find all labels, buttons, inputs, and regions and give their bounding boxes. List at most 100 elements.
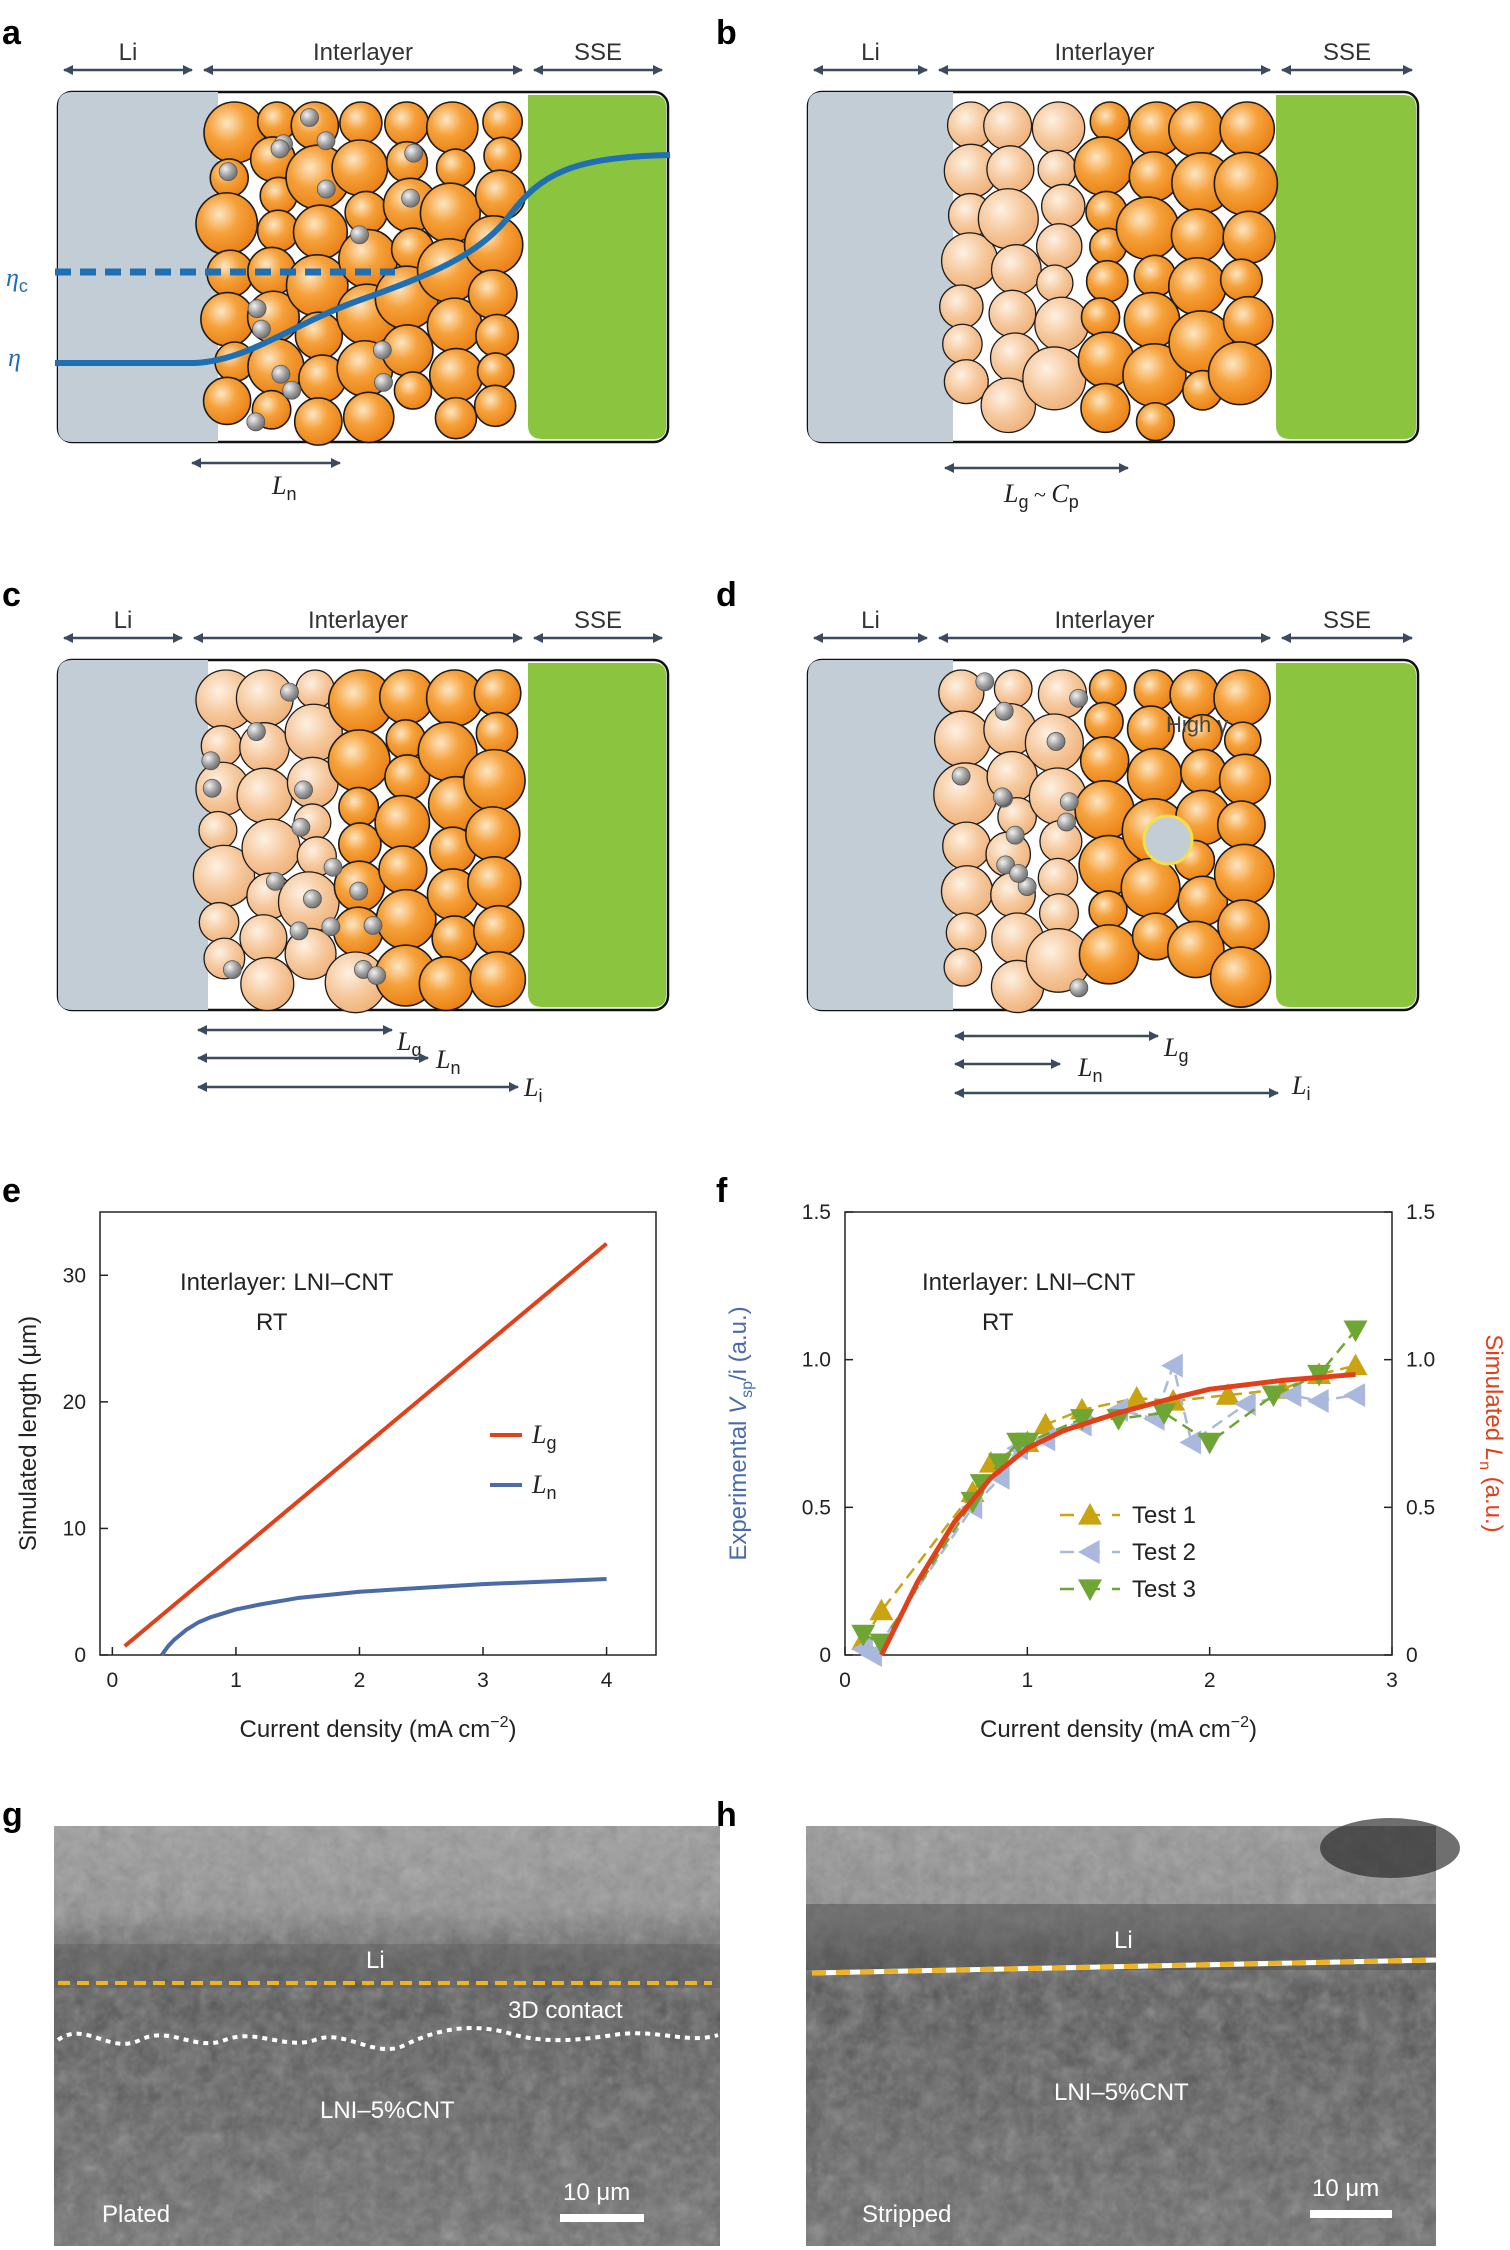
x-tick-label: 1	[1021, 1669, 1033, 1692]
data-point-marker	[1070, 1409, 1095, 1431]
interlayer-particle	[339, 101, 383, 145]
interlayer-particle	[1217, 899, 1270, 952]
y-axis-label: Simulated length (μm)	[15, 1316, 42, 1551]
header-label-interlayer: Interlayer	[308, 607, 408, 634]
y-tick-label-right: 1.0	[1406, 1349, 1435, 1372]
interlayer-particle	[236, 767, 293, 824]
carbon-nanotube-spot	[271, 364, 291, 384]
interlayer-particle	[945, 912, 987, 954]
interlayer-particle	[943, 359, 989, 405]
interlayer-particle	[1040, 183, 1086, 229]
interlayer-particle	[293, 397, 343, 446]
interlayer-particle	[933, 710, 992, 768]
interlayer-particle	[434, 396, 478, 440]
carbon-nanotube-spot	[367, 966, 387, 985]
y-axis-label-right: Simulated Ln (a.u.)	[1476, 1334, 1507, 1532]
interlayer-particle	[977, 188, 1039, 250]
y-tick-label: 30	[63, 1264, 86, 1287]
annotation-interlayer: Interlayer: LNI–CNT	[922, 1269, 1136, 1296]
y-tick-label-right: 0.5	[1406, 1496, 1435, 1519]
panel-label-a: a	[2, 14, 22, 52]
x-tick-label: 3	[477, 1669, 489, 1692]
lg-label-c: Lg	[396, 1027, 421, 1060]
header-label-li: Li	[119, 39, 138, 66]
carbon-nanotube-spot	[323, 857, 343, 877]
interlayer-particle	[384, 101, 430, 147]
interlayer-particle	[1022, 346, 1087, 411]
interlayer-particle	[338, 786, 380, 828]
sem-h-scale-label: 10 μm	[1312, 2175, 1379, 2202]
carbon-nanotube-spot	[202, 778, 222, 798]
interlayer-particle	[940, 865, 994, 918]
carbon-nanotube-spot	[1005, 825, 1025, 845]
interlayer-particle	[378, 845, 428, 895]
x-tick-label: 0	[839, 1669, 851, 1692]
interlayer-particle	[1126, 747, 1183, 804]
interlayer-particle	[1034, 296, 1090, 352]
carbon-nanotube-spot	[247, 299, 267, 319]
interlayer-particle	[942, 821, 992, 871]
carbon-nanotube-spot	[1057, 812, 1076, 832]
y-axis-label-left: Experimental Vsp/i (a.u.)	[725, 1306, 756, 1560]
interlayer-particle	[200, 291, 256, 347]
interlayer-particle	[1167, 256, 1227, 316]
interlayer-particle	[393, 371, 433, 410]
interlayer-particle	[988, 289, 1037, 338]
interlayer-particle	[1213, 843, 1275, 905]
carbon-nanotube-spot	[994, 701, 1014, 721]
panel-label-g: g	[2, 1796, 23, 1834]
carbon-nanotube-spot	[265, 871, 285, 891]
carbon-nanotube-spot	[363, 915, 383, 935]
lithium-region	[58, 660, 208, 1010]
carbon-nanotube-spot	[1009, 864, 1028, 883]
carbon-nanotube-spot	[1046, 732, 1066, 751]
data-point-marker	[987, 1453, 1012, 1476]
interlayer-particle	[993, 669, 1033, 709]
legend-entry: Test 2	[1132, 1539, 1196, 1566]
interlayer-particle	[1037, 149, 1077, 190]
carbon-nanotube-spot	[1017, 877, 1037, 896]
data-point-marker	[851, 1624, 876, 1647]
interlayer-particle	[1135, 401, 1176, 442]
interlayer-particle	[1031, 101, 1086, 155]
interlayer-particle	[435, 148, 476, 188]
x-tick-label: 2	[1204, 1669, 1216, 1692]
header-label-sse: SSE	[1323, 607, 1371, 634]
interlayer-particle	[1222, 210, 1276, 264]
schematic-panel-d: Li Interlayer SSE	[806, 607, 1420, 1014]
high-gamma-label: High γ	[1166, 712, 1228, 737]
x-tick-label: 4	[601, 1669, 613, 1692]
interlayer-particle	[473, 904, 525, 957]
carbon-nanotube-spot	[975, 672, 995, 692]
interlayer-particle	[240, 956, 295, 1012]
data-point-marker	[1343, 1383, 1366, 1408]
data-point-marker	[869, 1598, 894, 1621]
interlayer-particle	[475, 711, 519, 755]
interlayer-particle	[939, 284, 984, 329]
data-point-marker	[987, 1465, 1010, 1490]
sem-image-h: Li LNI–5%CNT Stripped 10 μm	[806, 1818, 1460, 2246]
interlayer-particle	[198, 810, 238, 851]
legend-entry: Lg	[531, 1420, 556, 1453]
series-dashed-line	[862, 1329, 1357, 1645]
interlayer-particle	[375, 888, 437, 950]
plot-frame	[844, 1211, 1393, 1656]
carbon-nanotube-spot	[374, 372, 393, 392]
panel-label-e: e	[2, 1172, 21, 1210]
interlayer-particle	[986, 145, 1035, 194]
interlayer-particle	[1079, 735, 1130, 786]
interlayer-particle	[1120, 857, 1181, 918]
x-axis-label: Current density (mA cm−2)	[980, 1714, 1257, 1743]
ln-label-a: Ln	[271, 471, 296, 504]
carbon-nanotube-spot	[1069, 688, 1089, 708]
plot-frame	[99, 1211, 657, 1656]
li-interface-dashed-line-h	[811, 1957, 1437, 1976]
carbon-nanotube-spot	[316, 131, 336, 151]
sse-region	[528, 95, 666, 439]
interlayer-particle	[202, 376, 252, 426]
annotation-interlayer: Interlayer: LNI–CNT	[180, 1269, 394, 1296]
y-tick-label-right: 1.5	[1406, 1201, 1435, 1224]
carbon-nanotube-spot	[372, 340, 392, 360]
carbon-nanotube-spot	[294, 780, 313, 800]
carbon-nanotube-spot	[246, 412, 266, 432]
